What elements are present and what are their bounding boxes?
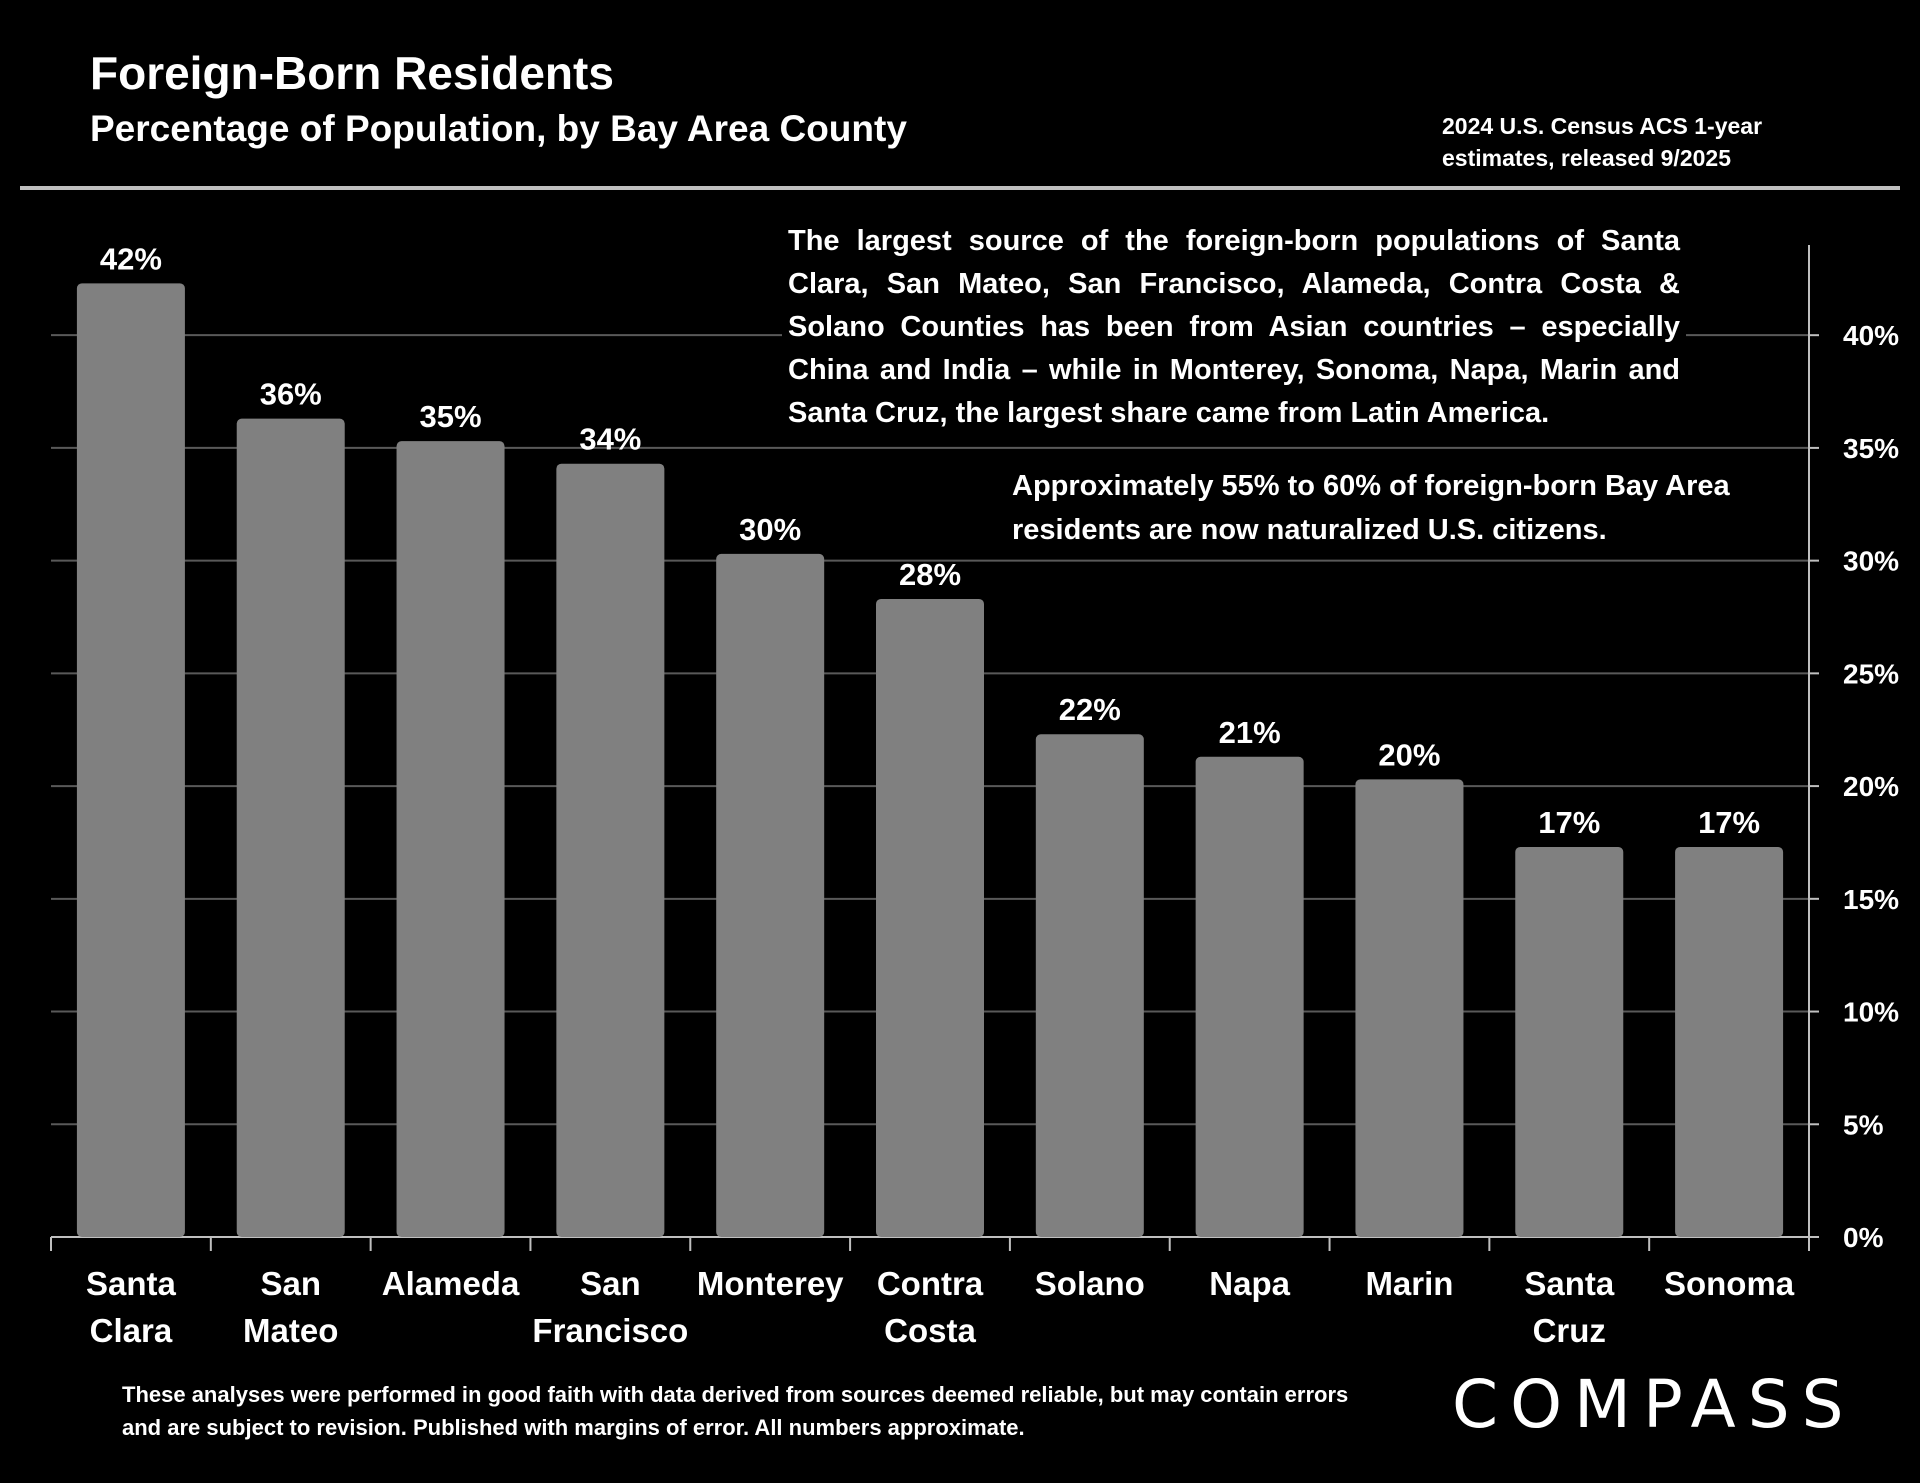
bar [556, 463, 665, 1237]
data-label: 30% [739, 512, 801, 547]
y-tick-label: 15% [1843, 884, 1899, 915]
x-tick-label: Mateo [243, 1312, 338, 1349]
y-tick-label: 0% [1843, 1222, 1884, 1253]
source-note: 2024 U.S. Census ACS 1-year estimates, r… [1442, 113, 1763, 171]
bar [76, 283, 185, 1237]
y-tick-label: 10% [1843, 997, 1899, 1028]
chart-title: Foreign-Born Residents [90, 47, 614, 99]
x-tick-label: Costa [884, 1312, 976, 1349]
data-label: 36% [260, 377, 322, 412]
x-tick-label: Clara [90, 1312, 173, 1349]
y-tick-label: 40% [1843, 320, 1899, 351]
x-tick-label: Sonoma [1664, 1265, 1795, 1302]
y-tick-label: 5% [1843, 1109, 1884, 1140]
x-tick-label: Napa [1209, 1265, 1290, 1302]
x-tick-label: San [260, 1265, 321, 1302]
data-label: 22% [1059, 692, 1121, 727]
bar [876, 598, 984, 1237]
annotation-main: The largest source of the foreign-born p… [782, 218, 1686, 437]
bar [1675, 846, 1784, 1237]
y-tick-label: 20% [1843, 771, 1899, 802]
chart-subtitle: Percentage of Population, by Bay Area Co… [90, 108, 907, 149]
x-tick-label: Santa [86, 1265, 177, 1302]
y-tick-label: 35% [1843, 433, 1899, 464]
bar [236, 418, 345, 1238]
annotation-secondary: Approximately 55% to 60% of foreign-born… [1012, 462, 1752, 554]
x-tick-label: Monterey [697, 1265, 844, 1302]
data-label: 28% [899, 557, 961, 592]
data-label: 21% [1219, 715, 1281, 750]
data-label: 35% [420, 399, 482, 434]
data-label: 34% [579, 422, 641, 457]
compass-logo: COMPASS [1452, 1366, 1856, 1443]
bar [1355, 779, 1464, 1237]
data-label: 42% [100, 241, 162, 276]
x-tick-label: Cruz [1533, 1312, 1606, 1349]
x-tick-label: Francisco [532, 1312, 688, 1349]
bar [1515, 846, 1624, 1237]
x-tick-label: Santa [1524, 1265, 1615, 1302]
bar [1195, 756, 1304, 1237]
x-tick-label: Marin [1365, 1265, 1453, 1302]
bar [396, 441, 505, 1237]
data-label: 17% [1538, 805, 1600, 840]
x-tick-label: San [580, 1265, 641, 1302]
x-tick-label: Alameda [382, 1265, 520, 1302]
y-tick-label: 30% [1843, 546, 1899, 577]
bar [1035, 734, 1144, 1237]
header-divider [20, 186, 1900, 190]
disclaimer: These analyses were performed in good fa… [122, 1382, 1349, 1440]
data-label: 20% [1378, 737, 1440, 772]
bar [716, 553, 825, 1237]
x-tick-label: Solano [1035, 1265, 1145, 1302]
x-tick-label: Contra [877, 1265, 984, 1302]
y-tick-label: 25% [1843, 658, 1899, 689]
data-label: 17% [1698, 805, 1760, 840]
